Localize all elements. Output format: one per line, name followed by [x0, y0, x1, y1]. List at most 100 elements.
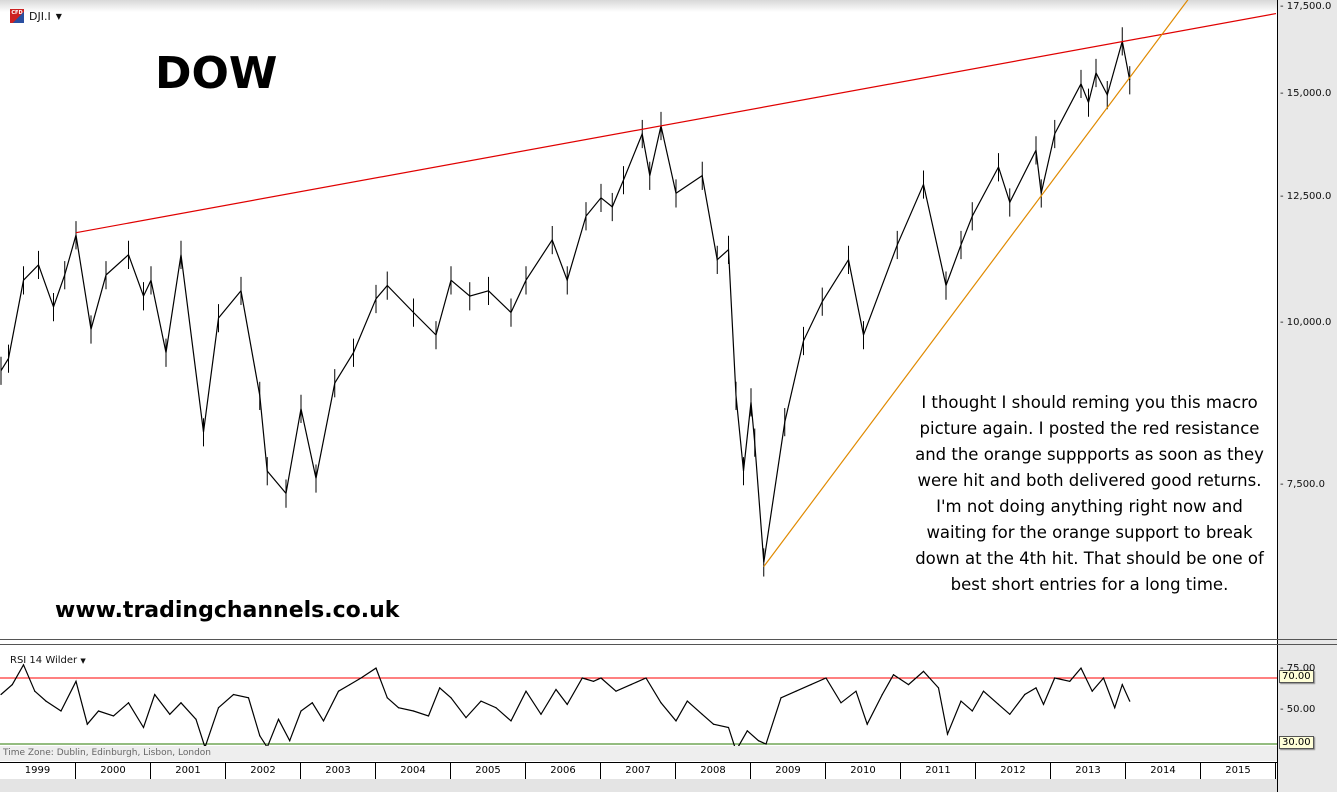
rsi-point [439, 687, 441, 689]
year-label: 2013 [1051, 763, 1126, 779]
rsi-point [1121, 684, 1123, 686]
rsi-point [427, 715, 430, 717]
top-bar [0, 0, 1277, 12]
rsi-point [97, 710, 100, 712]
rsi-point [60, 710, 62, 712]
rsi-point [825, 677, 827, 679]
scrollbar[interactable] [0, 779, 1277, 792]
price-series-line [0, 41, 1131, 563]
rsi-point [592, 680, 595, 682]
rsi-point [34, 690, 36, 692]
rsi-point [195, 718, 197, 720]
rsi-point [300, 710, 302, 712]
year-label: 2012 [976, 763, 1051, 779]
rsi-point [127, 702, 130, 704]
rsi-point [727, 726, 730, 729]
symbol-selector[interactable]: CFD DJI.I ▼ [10, 9, 62, 23]
rsi-point [1024, 693, 1026, 696]
rsi-point [142, 726, 145, 729]
year-label: 2002 [226, 763, 301, 779]
rsi-point [45, 700, 47, 702]
rsi-point [247, 697, 250, 699]
rsi-point [232, 693, 235, 696]
rsi-point [997, 703, 1000, 706]
rsi-point [0, 693, 2, 696]
rsi-point [630, 684, 632, 686]
rsi-point [86, 723, 88, 725]
rsi-point [349, 684, 351, 686]
rsi-point [780, 697, 782, 699]
rsi-point [112, 715, 115, 717]
rsi-point [892, 674, 895, 676]
chart-title-annotation: DOW [155, 48, 278, 99]
rsi-point [450, 697, 452, 699]
chevron-down-icon[interactable]: ▼ [80, 657, 86, 665]
price-tick-label: - 12,500.0 [1280, 190, 1332, 202]
rsi-point [360, 677, 362, 679]
rsi-tick-label: - 75.00 [1280, 662, 1316, 674]
panel-separator[interactable] [0, 639, 1337, 645]
rsi-point [701, 713, 703, 715]
rsi-point [937, 687, 940, 689]
rsi-point [1054, 677, 1056, 679]
rsi-point [581, 677, 583, 679]
year-label: 2008 [676, 763, 751, 779]
rsi-point [259, 735, 261, 737]
rsi-level-badge: 70.00 [1279, 670, 1314, 683]
price-tick-label: - 15,000.0 [1280, 87, 1332, 99]
rsi-point [75, 680, 77, 682]
rsi-point [495, 707, 497, 709]
year-label: 2010 [826, 763, 901, 779]
rsi-point [765, 743, 767, 745]
rsi-point [1069, 680, 1071, 682]
rsi-point [1035, 687, 1037, 689]
rsi-point [686, 700, 688, 702]
price-chart [0, 0, 1277, 753]
year-label: 2005 [451, 763, 526, 779]
year-label: 2014 [1126, 763, 1201, 779]
resistance-trendline [75, 12, 1277, 234]
rsi-point [1102, 677, 1105, 679]
cfd-logo-icon: CFD [10, 9, 24, 23]
rsi-point [11, 684, 13, 686]
rsi-point [675, 720, 677, 722]
rsi-point [311, 702, 313, 704]
rsi-point [180, 702, 182, 704]
price-axis[interactable] [1277, 0, 1337, 792]
rsi-point [855, 690, 857, 692]
year-label: 2003 [301, 763, 376, 779]
year-label: 2007 [601, 763, 676, 779]
rsi-point [746, 730, 748, 732]
rsi-point [412, 710, 415, 712]
timezone-label: Time Zone: Dublin, Edinburgh, Lisbon, Lo… [0, 746, 1277, 761]
rsi-point [375, 667, 377, 669]
rsi-point [645, 677, 647, 679]
rsi-point [540, 713, 542, 715]
date-axis[interactable]: 1999 2000 2001 2002 2003 2004 2005 2006 2007 2008… [0, 762, 1277, 780]
rsi-point [1091, 690, 1093, 692]
rsi-point [971, 710, 973, 712]
price-tick-label: - 7,500.0 [1280, 478, 1325, 490]
rsi-point [217, 707, 220, 709]
rsi-point [510, 720, 512, 722]
rsi-level-badge: 30.00 [1279, 736, 1314, 749]
rsi-point [465, 717, 467, 719]
year-label: 2011 [901, 763, 976, 779]
rsi-point [169, 713, 171, 715]
year-label: 2000 [76, 763, 151, 779]
year-label: 2009 [751, 763, 826, 779]
symbol-label: DJI.I [29, 9, 51, 23]
rsi-point [154, 693, 156, 696]
rsi-point [810, 684, 812, 686]
rsi-point [840, 702, 842, 704]
rsi-point [386, 697, 388, 699]
rsi-point [960, 700, 962, 702]
chevron-down-icon[interactable]: ▼ [55, 11, 62, 21]
rsi-series-line [0, 663, 1131, 753]
price-tick-label: - 17,500.0 [1280, 1, 1332, 12]
support-trendline [763, 0, 1189, 567]
rsi-point [757, 740, 760, 742]
rsi-point [615, 690, 617, 692]
rsi-point [712, 723, 715, 725]
rsi-indicator-selector[interactable]: RSI 14 Wilder ▼ [10, 655, 86, 666]
